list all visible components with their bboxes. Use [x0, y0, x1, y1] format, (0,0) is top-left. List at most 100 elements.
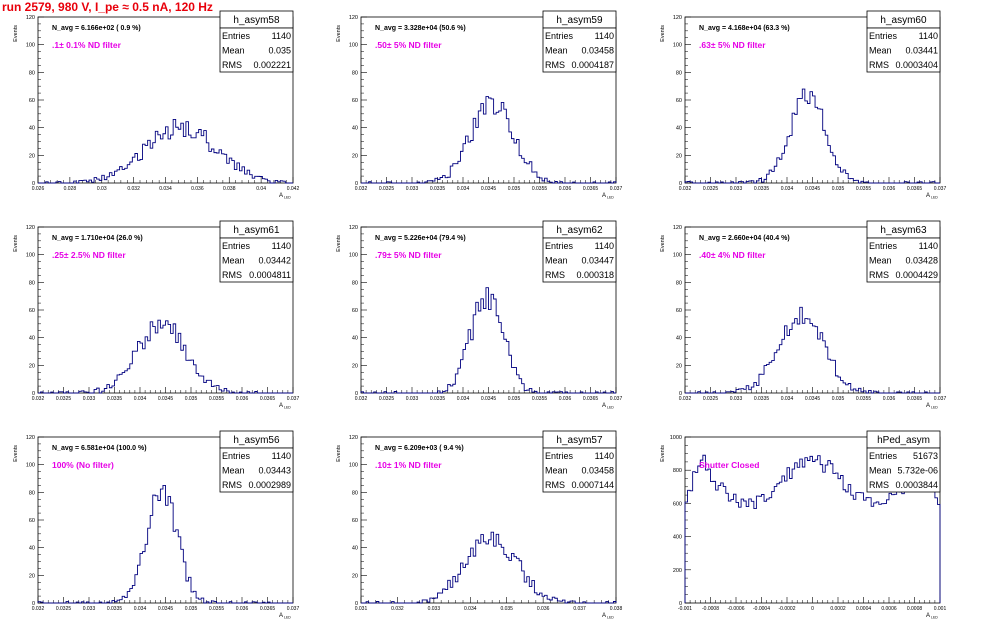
histogram-line	[361, 96, 617, 184]
x-tick-label: 0.033	[83, 606, 96, 612]
y-tick-label: 20	[29, 153, 35, 159]
x-tick-label: 0.034	[457, 396, 470, 402]
stat-value: 0.03428	[905, 256, 938, 266]
x-tick-label: -0.0002	[779, 606, 796, 612]
y-tick-label: 120	[26, 435, 35, 441]
x-tick-label: 0.0355	[856, 186, 872, 192]
stat-value: 0.0003844	[895, 480, 938, 490]
x-tick-label: 0.0004	[856, 606, 872, 612]
y-tick-label: 100	[26, 463, 35, 469]
x-tick-label: 0.0355	[856, 396, 872, 402]
histogram-name: h_asym57	[556, 435, 603, 446]
stat-value: 0.0007144	[571, 480, 614, 490]
y-tick-label: 120	[26, 15, 35, 21]
x-tick-label: 0.038	[610, 606, 623, 612]
panel-h_asym58: 0 20 40 60 80 100 120 Events 0.026 0.028 0.03 0.032…	[13, 10, 299, 200]
panel-hPed_asym: 0 200 400 600 800 1000 Events -0.001 -0.0008 -0.0…	[660, 430, 947, 620]
y-tick-label: 20	[676, 363, 682, 369]
x-tick-label: 0.033	[406, 396, 419, 402]
run-title: run 2579, 980 V, I_pe ≈ 0.5 nA, 120 Hz	[2, 0, 213, 14]
x-tick-label: 0.036	[883, 186, 896, 192]
y-axis-label: Events	[13, 25, 19, 42]
panel-h_asym62: 0 20 40 60 80 100 120 Events 0.032 0.0325 0.033 0.0…	[336, 220, 622, 410]
stat-label: Mean	[869, 256, 892, 266]
x-tick-label: 0.037	[287, 396, 300, 402]
histogram-line	[360, 287, 616, 394]
y-tick-label: 0	[355, 391, 358, 397]
x-tick-label: 0.0325	[703, 396, 719, 402]
x-tick-label: 0.0008	[907, 606, 923, 612]
y-tick-label: 0	[679, 391, 682, 397]
x-tick-label: 0.0355	[532, 396, 548, 402]
histogram-name: h_asym62	[556, 225, 603, 236]
x-tick-label: 0.037	[934, 186, 947, 192]
y-tick-label: 80	[29, 70, 35, 76]
x-axis-label: A	[279, 403, 283, 409]
x-tick-label: 0.035	[185, 396, 198, 402]
x-axis-label: A	[602, 193, 606, 199]
panel-h_asym60: 0 20 40 60 80 100 120 Events 0.032 0.0325 0.033 0.0…	[660, 10, 947, 200]
navg-annotation: N_avg = 6.166e+02 ( 0.9 %)	[52, 25, 141, 32]
y-axis-label: Events	[660, 445, 666, 462]
x-axis-label: A	[926, 613, 930, 619]
filter-annotation: .63± 5% ND filter	[699, 40, 766, 50]
y-tick-label: 40	[352, 546, 358, 552]
x-axis-label-subscript: LED	[607, 196, 614, 200]
x-tick-label: 0.0006	[881, 606, 897, 612]
y-tick-label: 60	[29, 518, 35, 524]
y-tick-label: 20	[676, 153, 682, 159]
y-tick-label: 0	[32, 601, 35, 607]
x-tick-label: 0.035	[185, 606, 198, 612]
y-tick-label: 20	[352, 153, 358, 159]
stat-label: RMS	[222, 270, 242, 280]
stat-value: 0.03443	[258, 466, 291, 476]
y-tick-label: 100	[349, 43, 358, 49]
panel-h_asym56: 0 20 40 60 80 100 120 Events 0.032 0.0325 0.033 0.0…	[13, 430, 300, 620]
stat-label: Entries	[222, 31, 251, 41]
navg-annotation: N_avg = 3.328e+04 (50.6 %)	[375, 25, 466, 32]
y-tick-label: 120	[673, 225, 682, 231]
x-tick-label: 0.03	[97, 186, 107, 192]
y-tick-label: 400	[673, 535, 682, 541]
x-tick-label: 0.034	[159, 186, 172, 192]
x-axis-label: A	[279, 613, 283, 619]
x-tick-label: 0.035	[832, 396, 845, 402]
x-axis-label-subscript: LED	[607, 616, 614, 620]
x-tick-label: 0.032	[355, 396, 368, 402]
x-tick-label: 0.0325	[56, 606, 72, 612]
y-tick-label: 20	[352, 363, 358, 369]
stat-value: 5.732e-06	[897, 466, 938, 476]
stat-label: Entries	[222, 241, 251, 251]
y-tick-label: 120	[349, 15, 358, 21]
x-tick-label: 0.036	[191, 186, 204, 192]
x-tick-label: 0.0345	[158, 606, 174, 612]
stat-value: 0.0004811	[249, 270, 291, 280]
filter-annotation: .50± 5% ND filter	[375, 40, 442, 50]
stat-value: 0.000318	[576, 270, 614, 280]
stat-value: 0.03458	[581, 466, 614, 476]
filter-annotation: .10± 1% ND filter	[375, 460, 442, 470]
stat-value: 1140	[595, 241, 614, 251]
y-axis-label: Events	[13, 445, 19, 462]
y-tick-label: 80	[352, 490, 358, 496]
y-tick-label: 20	[29, 363, 35, 369]
panel-h_asym59: 0 20 40 60 80 100 120 Events 0.032 0.0325 0.033 0.0…	[336, 10, 622, 200]
stat-label: RMS	[545, 270, 565, 280]
x-tick-label: 0.035	[832, 186, 845, 192]
x-tick-label: -0.0004	[753, 606, 770, 612]
filter-annotation: .1± 0.1% ND filter	[52, 40, 122, 50]
x-tick-label: 0.0365	[260, 396, 276, 402]
x-tick-label: 0.036	[236, 606, 249, 612]
x-tick-label: 0.0335	[107, 606, 123, 612]
y-tick-label: 0	[679, 601, 682, 607]
x-tick-label: 0.001	[934, 606, 947, 612]
y-axis-label: Events	[336, 25, 342, 42]
x-tick-label: 0.037	[573, 606, 586, 612]
y-tick-label: 0	[355, 601, 358, 607]
filter-annotation: .40± 4% ND filter	[699, 250, 766, 260]
x-tick-label: 0.032	[32, 396, 45, 402]
x-tick-label: 0.037	[287, 606, 300, 612]
x-tick-label: 0.0325	[379, 186, 395, 192]
y-tick-label: 100	[673, 43, 682, 49]
y-tick-label: 120	[26, 225, 35, 231]
